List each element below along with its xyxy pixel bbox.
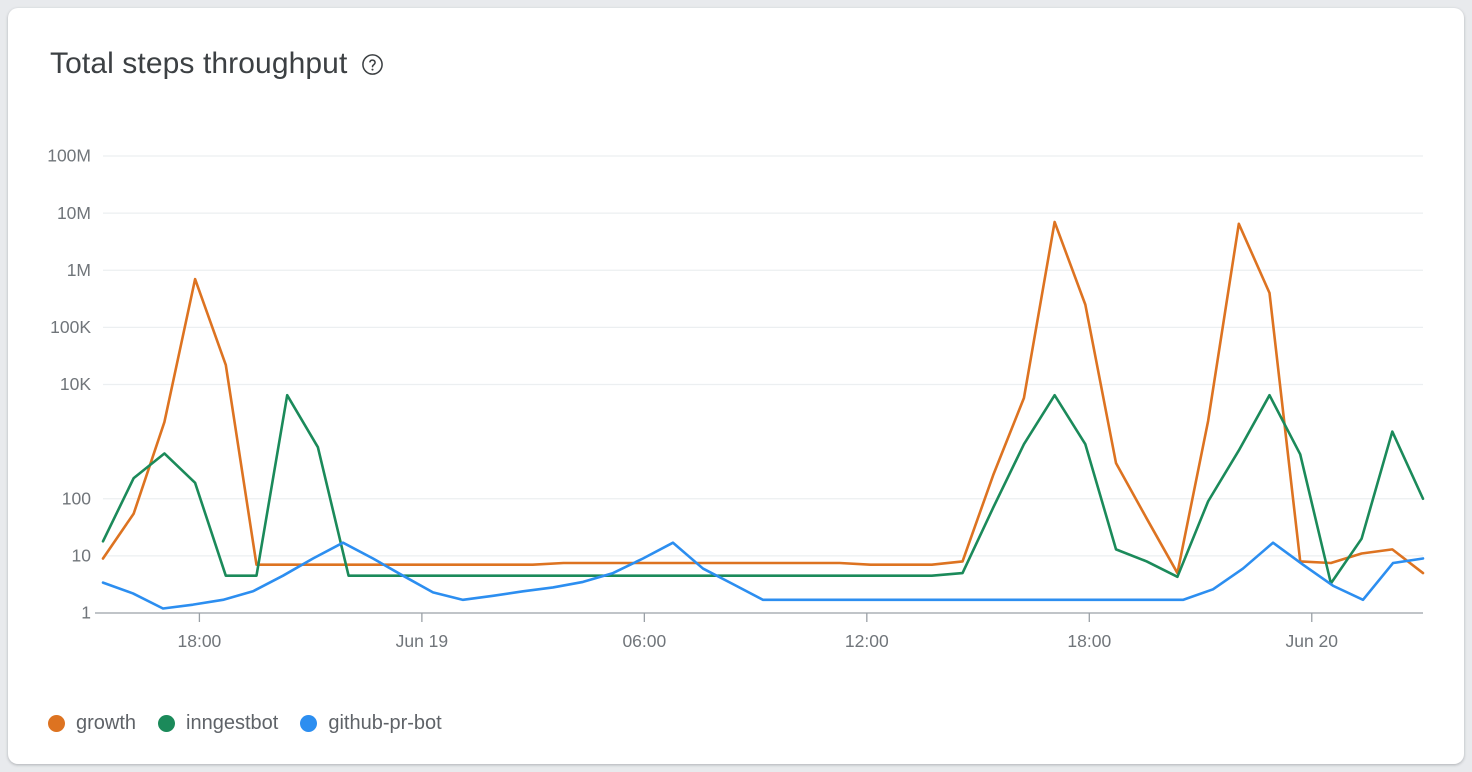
y-axis-tick-label: 10K [60, 374, 91, 394]
legend-item-github-pr-bot[interactable]: github-pr-bot [300, 711, 442, 735]
x-axis-tick-label: Jun 19 [396, 631, 449, 651]
y-axis-tick-label: 10 [72, 546, 92, 566]
y-axis-tick-label: 100K [50, 317, 91, 337]
legend-item-inngestbot[interactable]: inngestbot [158, 712, 278, 735]
chart-legend: growth inngestbot github-pr-bot [48, 706, 442, 740]
page-title: Total steps throughput [50, 47, 348, 80]
x-axis-tick-label: 06:00 [622, 631, 666, 651]
x-axis-tick-label: 18:00 [178, 631, 222, 651]
x-axis-tick-label: Jun 20 [1285, 631, 1338, 651]
series-line-growth [101, 220, 1425, 575]
x-axis-tick-label: 18:00 [1067, 631, 1111, 651]
legend-dot-icon [158, 714, 176, 732]
help-circle-icon[interactable] [361, 53, 384, 76]
y-axis-tick-label: 100M [47, 146, 91, 166]
legend-item-growth[interactable]: growth [48, 712, 136, 735]
legend-dot-icon [48, 714, 65, 732]
chart-header: Total steps throughput [50, 42, 384, 86]
chart-card: Total steps throughput 100M 10M 1M 100K 10K 1… [8, 8, 1464, 764]
y-axis-tick-label: 100 [62, 488, 91, 508]
series-line-inngestbot [101, 393, 1425, 585]
legend-label: github-pr-bot [328, 711, 442, 734]
y-axis-tick-label: 10M [57, 203, 91, 223]
series-line-github-pr-bot [101, 541, 1425, 610]
legend-dot-icon [300, 714, 318, 732]
y-axis-tick-label: 1M [67, 260, 91, 280]
line-chart-plot: 100M 10M 1M 100K 10K 100 10 1 18:00 Jun 19 06:00 12… [47, 146, 1425, 651]
legend-label: inngestbot [186, 711, 279, 734]
x-axis-tick-label: 12:00 [845, 631, 889, 651]
legend-label: growth [76, 711, 137, 734]
y-axis-tick-label: 1 [81, 603, 91, 623]
